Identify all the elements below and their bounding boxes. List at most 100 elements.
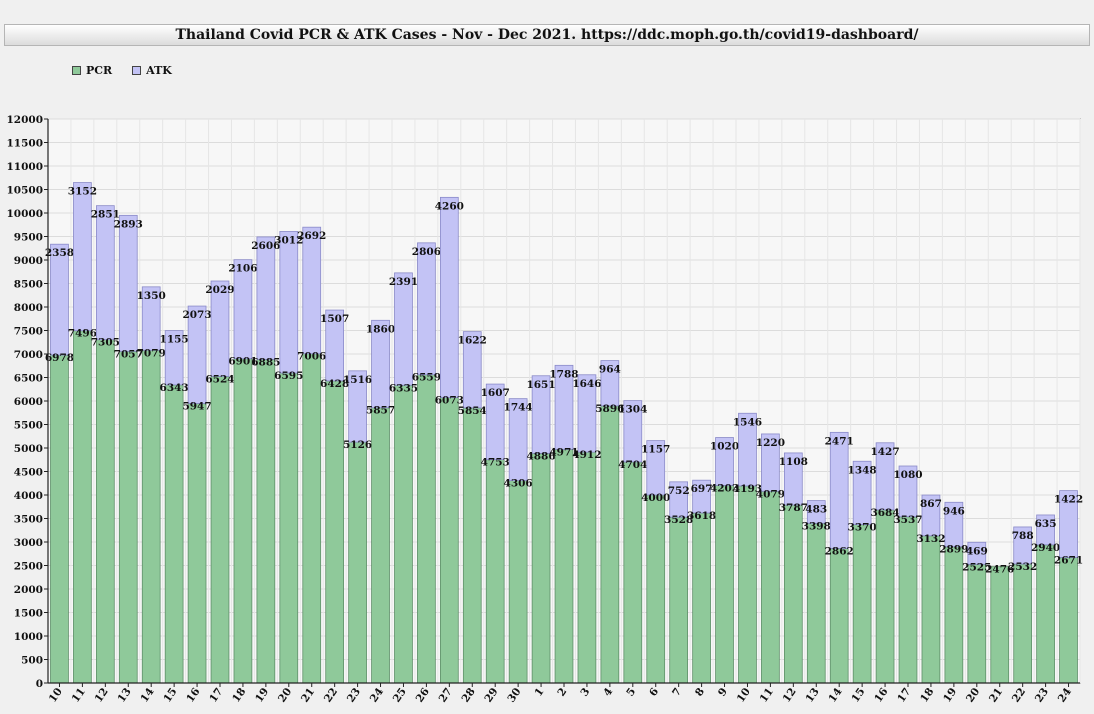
bar-atk — [806, 500, 826, 524]
bar-atk — [394, 272, 413, 386]
bar-atk — [256, 236, 276, 360]
x-tick-label: 23 — [345, 686, 363, 705]
bar-pcr — [508, 480, 528, 684]
x-tick-label: 17 — [895, 686, 913, 705]
data-label-atk: 1507 — [320, 313, 349, 325]
bar-atk — [187, 305, 207, 404]
x-tick-label: 15 — [849, 686, 867, 705]
x-tick-label: 24 — [1056, 686, 1074, 705]
x-tick-label: 25 — [391, 686, 409, 705]
bar-atk — [783, 452, 803, 506]
bar-pcr — [806, 522, 826, 684]
data-label-atk: 635 — [1035, 518, 1057, 530]
y-tick-label: 3500 — [14, 514, 43, 526]
bar-pcr — [95, 339, 115, 684]
data-label-pcr: 2671 — [1054, 554, 1083, 566]
x-tick-label: 27 — [437, 686, 455, 705]
bar-atk — [852, 460, 872, 526]
y-tick-label: 8000 — [14, 302, 43, 314]
bar-atk — [118, 214, 138, 352]
x-tick-label: 19 — [253, 686, 271, 705]
y-tick-label: 3000 — [14, 537, 43, 549]
data-label-atk: 2391 — [389, 276, 418, 288]
bar-pcr — [141, 349, 161, 684]
bar-atk — [531, 375, 551, 454]
bar-pcr — [921, 535, 941, 684]
x-tick-label: 14 — [826, 686, 844, 705]
data-label-pcr: 3618 — [687, 510, 716, 522]
y-tick-label: 4000 — [14, 490, 43, 502]
data-label-atk: 2893 — [114, 218, 143, 230]
bar-pcr — [50, 354, 69, 684]
data-label-pcr: 4079 — [756, 488, 785, 500]
data-label-pcr: 6428 — [320, 378, 349, 390]
bar-atk — [898, 465, 918, 518]
x-tick-label: 29 — [482, 686, 500, 705]
bar-atk — [50, 243, 69, 356]
data-label-atk: 697 — [691, 483, 713, 495]
data-label-atk: 4260 — [435, 200, 464, 212]
x-tick-label: 13 — [116, 686, 134, 705]
y-tick-label: 6000 — [14, 396, 43, 408]
data-label-atk: 2692 — [297, 230, 326, 242]
data-label-atk: 752 — [668, 485, 690, 497]
legend-swatch-atk — [132, 66, 142, 75]
data-label-pcr: 4306 — [504, 478, 533, 490]
bar-pcr — [348, 441, 367, 684]
bar-pcr — [669, 516, 689, 684]
bar-atk — [577, 374, 597, 453]
y-tick-label: 10500 — [6, 185, 43, 197]
bar-atk — [646, 440, 666, 496]
data-label-atk: 964 — [599, 364, 621, 376]
bar-atk — [325, 309, 345, 382]
bar-pcr — [623, 461, 643, 684]
data-label-pcr: 6978 — [45, 352, 74, 364]
bar-pcr — [302, 353, 322, 684]
y-tick-label: 6500 — [14, 373, 43, 385]
bar-atk — [554, 364, 574, 450]
bar-atk — [761, 433, 780, 492]
x-tick-label: 11 — [758, 686, 776, 705]
data-label-atk: 2358 — [45, 247, 74, 259]
bar-atk — [73, 182, 92, 332]
data-label-pcr: 7057 — [114, 348, 143, 360]
bar-atk — [692, 479, 711, 514]
legend-item-pcr: PCR — [72, 64, 112, 77]
bar-atk — [302, 226, 322, 355]
legend-label-atk: ATK — [146, 64, 172, 77]
data-label-atk: 1157 — [641, 444, 670, 456]
data-label-pcr: 5126 — [343, 439, 372, 451]
bar-atk — [141, 286, 161, 351]
bar-pcr — [829, 548, 849, 684]
y-tick-label: 5000 — [14, 443, 43, 455]
data-label-pcr: 3684 — [870, 507, 899, 519]
data-label-atk: 1622 — [458, 335, 487, 347]
bar-atk — [921, 494, 941, 537]
bar-pcr — [646, 494, 666, 684]
data-label-atk: 1607 — [481, 387, 510, 399]
bar-pcr — [761, 490, 780, 684]
bar-pcr — [554, 448, 574, 684]
bar-pcr — [1013, 563, 1033, 684]
legend: PCR ATK — [72, 64, 172, 77]
x-tick-label: 22 — [322, 686, 340, 705]
data-label-atk: 2851 — [91, 209, 120, 221]
data-label-atk: 2806 — [412, 246, 441, 258]
data-label-atk: 469 — [966, 545, 988, 557]
bar-pcr — [715, 485, 734, 684]
bar-atk — [348, 370, 367, 443]
data-label-atk: 1860 — [366, 323, 395, 335]
bar-atk — [233, 259, 253, 360]
data-label-atk: 1220 — [756, 437, 785, 449]
bar-pcr — [73, 330, 92, 684]
bar-atk — [738, 412, 757, 487]
bar-pcr — [944, 546, 964, 684]
x-tick-label: 12 — [93, 686, 111, 705]
x-tick-label: 28 — [460, 686, 478, 705]
data-label-pcr: 5854 — [458, 405, 487, 417]
bar-atk — [967, 541, 987, 565]
bar-pcr — [279, 372, 299, 684]
bar-atk — [829, 431, 849, 549]
y-tick-label: 11000 — [6, 161, 43, 173]
data-label-pcr: 2525 — [962, 561, 991, 573]
